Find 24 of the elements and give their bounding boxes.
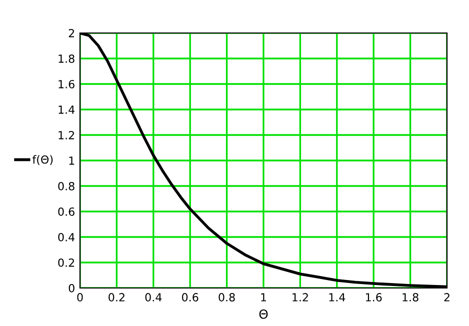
x-tick-label: 0.2 xyxy=(108,293,124,302)
y-tick-label: 0.6 xyxy=(58,207,74,216)
y-tick-label: 0.4 xyxy=(58,232,75,242)
y-tick-label: 1.8 xyxy=(58,54,74,63)
x-tick-label: 2 xyxy=(444,293,450,302)
y-tick-label: 0.8 xyxy=(58,182,74,190)
x-tick-label: 1.6 xyxy=(366,293,382,302)
y-tick-label: 2 xyxy=(68,28,74,38)
x-tick-label: 1.8 xyxy=(402,293,418,302)
x-tick-label: 1 xyxy=(261,293,266,302)
x-tick-label: 1.2 xyxy=(292,293,308,302)
y-tick-label: 1.6 xyxy=(58,80,74,88)
y-tick-label: 1 xyxy=(69,156,74,165)
x-axis-title: Θ xyxy=(259,309,268,319)
y-tick-label: 1.4 xyxy=(58,106,75,114)
x-tick-label: 1.4 xyxy=(329,293,346,302)
x-tick-label: 0.8 xyxy=(218,293,235,302)
y-tick-label: 0.2 xyxy=(58,258,74,267)
y-tick-label: 1.2 xyxy=(58,130,74,140)
x-tick-label: 0 xyxy=(77,293,83,302)
x-tick-label: 0.6 xyxy=(182,293,198,302)
y-tick-label: 0 xyxy=(68,284,74,292)
x-tick-label: 0.4 xyxy=(145,293,162,302)
legend-label: f(Θ) xyxy=(32,155,53,166)
